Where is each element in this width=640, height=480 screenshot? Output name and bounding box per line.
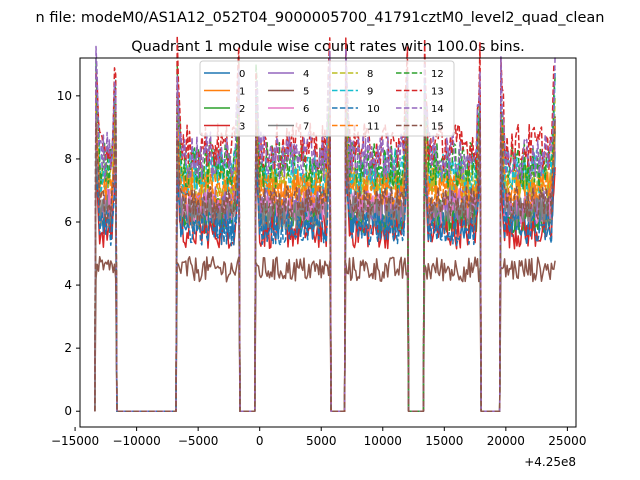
legend-label-7: 7 [303,122,309,133]
x-offset-label: +4.25e8 [524,455,576,469]
legend-label-8: 8 [367,69,373,80]
x-tick-label: −5000 [178,434,219,448]
x-tick-label: 20000 [487,434,525,448]
series-line-14 [94,45,556,412]
legend-label-12: 12 [431,69,444,80]
x-tick-label: 15000 [425,434,463,448]
series-line-11 [94,97,556,412]
legend-label-11: 11 [367,122,380,133]
y-tick-label: 10 [57,89,72,103]
legend-label-5: 5 [303,87,309,98]
x-axis: −15000 −10000 −5000 0 5000 10000 15000 20000 250… [51,427,586,448]
y-tick-label: 0 [64,404,72,418]
suptitle: n file: modeM0/AS1A12_052T04_9000005700_… [36,10,605,26]
legend-label-0: 0 [239,69,245,80]
legend-box [199,60,455,137]
legend-label-9: 9 [367,87,373,98]
series-layer [94,35,556,412]
y-tick-label: 8 [64,152,72,166]
legend-label-14: 14 [431,104,444,115]
legend-label-13: 13 [431,87,444,98]
plot-frame [79,57,577,428]
legend-label-6: 6 [303,104,309,115]
y-tick-label: 2 [64,341,72,355]
legend-label-3: 3 [239,122,245,133]
x-tick-label: 10000 [364,434,402,448]
y-axis: 0 2 4 6 8 10 [57,89,80,418]
legend-label-2: 2 [239,104,245,115]
x-tick-label: −10000 [112,434,160,448]
legend-label-10: 10 [367,104,380,115]
series-line-2 [94,131,556,412]
x-tick-label: −15000 [51,434,99,448]
series-line-9 [94,65,556,412]
x-tick-label: 25000 [548,434,586,448]
legend-label-4: 4 [303,69,309,80]
series-line-15 [94,113,556,412]
series-line-5 [94,255,556,412]
x-tick-label: 5000 [306,434,337,448]
x-tick-label: 0 [256,434,264,448]
y-tick-label: 6 [64,215,72,229]
legend-label-15: 15 [431,122,444,133]
legend-label-1: 1 [239,87,245,98]
chart-title: Quadrant 1 module wise count rates with … [131,39,525,55]
y-tick-label: 4 [64,278,72,292]
